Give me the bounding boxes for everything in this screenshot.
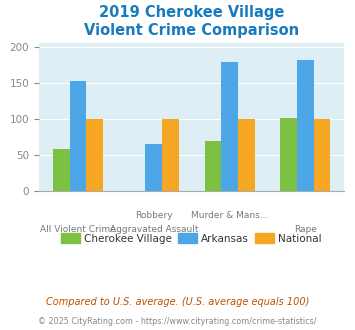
Bar xyxy=(162,119,179,191)
Text: Robbery: Robbery xyxy=(135,211,173,220)
Title: 2019 Cherokee Village
Violent Crime Comparison: 2019 Cherokee Village Violent Crime Comp… xyxy=(84,5,299,38)
Text: © 2025 CityRating.com - https://www.cityrating.com/crime-statistics/: © 2025 CityRating.com - https://www.city… xyxy=(38,317,317,326)
Bar xyxy=(70,81,86,191)
Bar xyxy=(238,119,255,191)
Bar xyxy=(86,119,103,191)
Bar xyxy=(297,60,314,191)
Legend: Cherokee Village, Arkansas, National: Cherokee Village, Arkansas, National xyxy=(57,229,326,248)
Text: All Violent Crime: All Violent Crime xyxy=(40,225,116,234)
Text: Murder & Mans...: Murder & Mans... xyxy=(191,211,268,220)
Text: Aggravated Assault: Aggravated Assault xyxy=(110,225,198,234)
Bar xyxy=(146,144,162,191)
Text: Compared to U.S. average. (U.S. average equals 100): Compared to U.S. average. (U.S. average … xyxy=(46,297,309,307)
Bar xyxy=(221,62,238,191)
Bar xyxy=(204,141,221,191)
Bar xyxy=(53,149,70,191)
Text: Rape: Rape xyxy=(294,225,317,234)
Bar xyxy=(280,117,297,191)
Bar xyxy=(314,119,331,191)
